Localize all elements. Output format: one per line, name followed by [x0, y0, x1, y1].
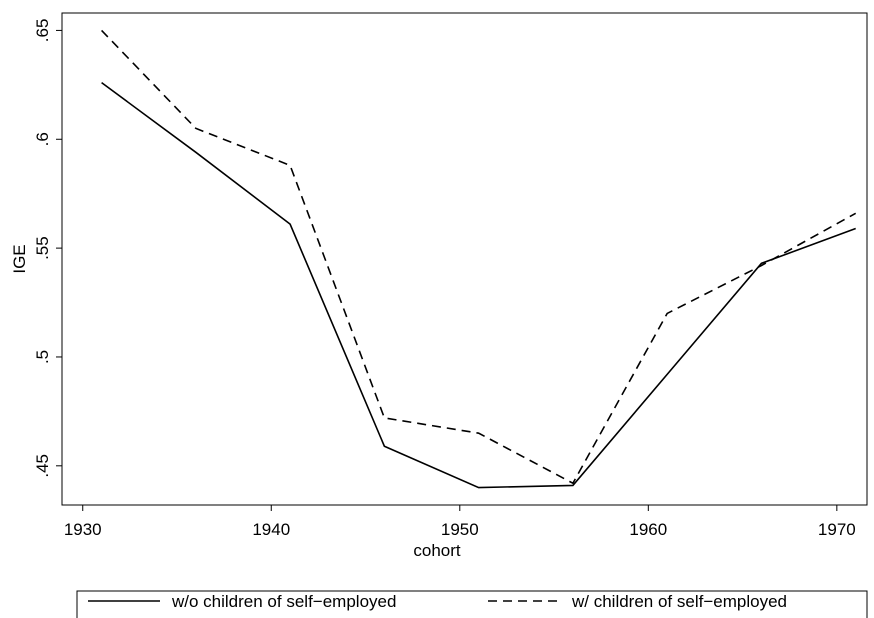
- y-tick-label: .45: [33, 454, 52, 478]
- legend-box: [76, 590, 868, 618]
- x-tick-label: 1940: [252, 520, 290, 539]
- y-axis-label: IGE: [10, 244, 29, 273]
- x-tick-label: 1960: [629, 520, 667, 539]
- x-tick-label: 1950: [441, 520, 479, 539]
- series-line: [101, 29, 857, 485]
- x-tick-label: 1930: [64, 520, 102, 539]
- x-axis-label: cohort: [413, 541, 461, 560]
- y-tick-label: .5: [33, 350, 52, 364]
- y-tick-label: .55: [33, 236, 52, 260]
- x-tick-label: 1970: [818, 520, 856, 539]
- series-line: [101, 82, 856, 489]
- plot-frame: [61, 12, 868, 506]
- y-tick-label: .6: [33, 132, 52, 146]
- y-tick-label: .65: [33, 19, 52, 43]
- legend-label: w/ children of self−employed: [571, 592, 787, 611]
- legend-label: w/o children of self−employed: [171, 592, 396, 611]
